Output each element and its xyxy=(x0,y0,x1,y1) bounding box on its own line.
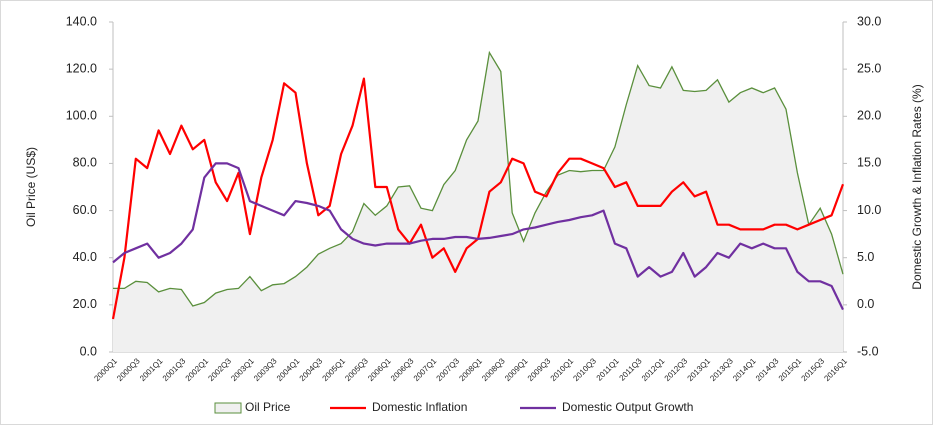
y-tick-label: 140.0 xyxy=(66,14,97,28)
y2-tick-label: 15.0 xyxy=(857,156,881,170)
y2-tick-label: 20.0 xyxy=(857,109,881,123)
y2-axis-title: Domestic Growth & Inflation Rates (%) xyxy=(910,84,924,289)
y-axis-title: Oil Price (US$) xyxy=(24,147,38,227)
legend-swatch xyxy=(214,402,242,414)
y-tick-label: 20.0 xyxy=(73,297,97,311)
y2-tick-label: 10.0 xyxy=(857,203,881,217)
line xyxy=(112,162,844,311)
y2-tick-label: 5.0 xyxy=(857,250,874,264)
y2-tick-label: 0.0 xyxy=(857,297,874,311)
line xyxy=(113,50,844,307)
legend-label: Domestic Inflation xyxy=(372,400,467,414)
y2-tick-label: 25.0 xyxy=(857,61,881,75)
y-tick-label: 80.0 xyxy=(73,156,97,170)
y-tick-label: 120.0 xyxy=(66,61,97,75)
y2-tick-label: -5.0 xyxy=(857,344,879,358)
y-tick-label: 60.0 xyxy=(73,203,97,217)
legend-label: Oil Price xyxy=(245,400,291,414)
y-tick-label: 100.0 xyxy=(66,109,97,123)
y2-tick-label: 30.0 xyxy=(857,14,881,28)
y-tick-label: 40.0 xyxy=(73,250,97,264)
y-tick-label: 0.0 xyxy=(80,344,97,358)
legend-label: Domestic Output Growth xyxy=(562,400,693,414)
